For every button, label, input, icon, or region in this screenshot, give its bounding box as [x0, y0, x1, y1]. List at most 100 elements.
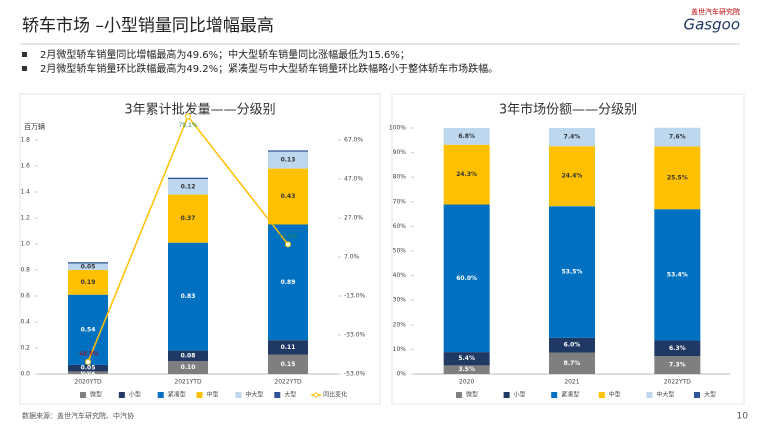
data-label: 25.5% — [667, 174, 688, 181]
page-number: 10 — [737, 412, 749, 422]
legend-label: 中大型 — [245, 391, 263, 399]
y-tick-label: 1.0 — [20, 241, 30, 248]
legend-swatch — [157, 392, 164, 398]
data-label: 0.15 — [281, 361, 296, 368]
data-label: 0.05 — [81, 263, 96, 270]
bar-segment — [443, 365, 490, 374]
legend-swatch — [274, 392, 281, 398]
y-tick-label: 1.2 — [20, 215, 30, 222]
bar-segment — [443, 128, 490, 145]
bar-segment — [68, 364, 108, 372]
legend-swatch — [646, 392, 653, 398]
y2-tick-label: -33.0% — [344, 332, 366, 339]
bar-segment — [168, 361, 208, 374]
bar-segment — [68, 262, 108, 264]
bar-segment — [268, 151, 308, 169]
y-tick-label: 0.4 — [20, 319, 30, 326]
data-label: 6.8% — [458, 133, 475, 140]
line-point — [185, 113, 191, 120]
legend-label: 微型 — [466, 391, 478, 399]
y-tick-label: 30% — [393, 297, 407, 304]
line-point — [285, 241, 291, 248]
bar-segment — [168, 194, 208, 243]
legend-swatch — [694, 392, 700, 398]
bar-segment — [549, 206, 595, 338]
chart-title: 3年累计批发量——分级别 — [124, 102, 275, 118]
bar-segment — [443, 352, 490, 366]
y2-tick-label: 47.0% — [344, 176, 363, 183]
bar-segment — [268, 340, 308, 355]
logo-cn: 盖世汽车研究院 — [691, 7, 740, 16]
bullet: 2月微型轿车销量同比增幅最高为49.6%；中大型轿车销量同比涨幅最低为15.6%… — [40, 48, 410, 61]
data-label: 3.5% — [458, 366, 475, 373]
chart-title: 3年市场份额——分级别 — [499, 102, 637, 118]
y-tick-label: 40% — [393, 272, 407, 279]
legend-label: 大型 — [284, 391, 296, 399]
bar-segment — [549, 352, 595, 374]
data-label: 24.3% — [456, 171, 477, 178]
data-label: 79.1% — [178, 122, 197, 129]
y-tick-label: 0.0 — [20, 371, 30, 378]
legend-swatch — [456, 392, 462, 398]
bar-segment — [68, 371, 108, 374]
x-tick-label: 2022YTD — [664, 379, 692, 386]
data-label: 0.43 — [281, 193, 296, 200]
bar-segment — [654, 356, 701, 374]
line-point — [85, 358, 91, 365]
y-tick-label: 1.8 — [20, 137, 30, 144]
legend-swatch — [503, 392, 510, 398]
chart-frame — [391, 93, 745, 405]
data-label: 8.7% — [564, 360, 581, 367]
bar-segment — [268, 168, 308, 225]
data-label: 6.0% — [564, 342, 581, 349]
data-label: 0.12 — [181, 183, 196, 190]
bar-segment — [168, 242, 208, 351]
bar-segment — [443, 204, 490, 353]
y2-tick-label: -13.0% — [344, 293, 366, 300]
x-tick-label: 2020YTD — [74, 379, 102, 386]
chart-frame — [19, 93, 381, 405]
data-label: 7.6% — [669, 134, 686, 141]
legend-label: 同比变化 — [323, 391, 347, 399]
bar-segment — [168, 177, 208, 179]
y-tick-label: 100% — [389, 125, 406, 132]
data-label: 0.13 — [281, 157, 296, 164]
legend-swatch — [80, 392, 86, 398]
data-label: 7.3% — [669, 362, 686, 369]
bar-segment — [168, 350, 208, 361]
bar-segment — [654, 209, 701, 341]
data-label: 0.19 — [81, 279, 96, 286]
bar-segment — [168, 179, 208, 195]
bar-segment — [443, 144, 490, 205]
bar-segment — [654, 340, 701, 357]
legend-swatch — [118, 392, 125, 398]
data-label: 0.05 — [81, 365, 96, 372]
legend-swatch — [598, 392, 605, 398]
bullet-icon — [22, 52, 27, 57]
y-tick-label: 60% — [393, 223, 407, 230]
y2-tick-label: -53.0% — [344, 371, 366, 378]
bar-segment — [654, 127, 701, 147]
legend-swatch — [235, 392, 242, 398]
legend-label: 大型 — [704, 391, 716, 399]
y-tick-label: 1.4 — [20, 189, 30, 196]
y-tick-label: 90% — [393, 149, 407, 156]
data-label: 0.83 — [181, 293, 196, 300]
data-label: 0.10 — [181, 364, 196, 371]
data-label: 6.3% — [669, 345, 686, 352]
y2-tick-label: 27.0% — [344, 215, 363, 222]
bar-segment — [68, 270, 108, 295]
data-label: 53.5% — [562, 269, 583, 276]
data-label: 0.11 — [281, 344, 296, 351]
bullet-icon — [22, 66, 27, 71]
x-tick-label: 2022YTD — [274, 379, 302, 386]
legend-swatch — [313, 392, 319, 398]
data-label: 0.08 — [181, 352, 196, 359]
data-label: 0.37 — [181, 215, 196, 222]
bar-segment — [549, 337, 595, 353]
bar-segment — [654, 146, 701, 210]
legend-label: 中型 — [207, 391, 219, 399]
data-label: 7.4% — [564, 134, 581, 141]
data-label: 60.0% — [456, 275, 477, 282]
bar-segment — [549, 128, 595, 147]
